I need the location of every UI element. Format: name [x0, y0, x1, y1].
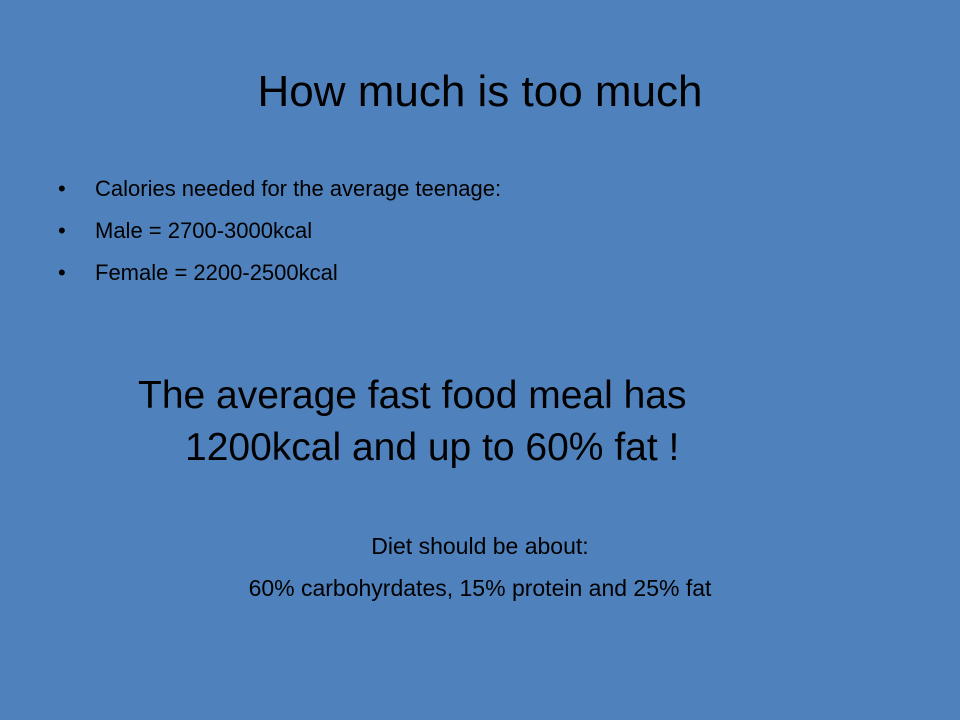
bullet-text: Female = 2200-2500kcal [95, 260, 338, 285]
bullet-text: Male = 2700-3000kcal [95, 218, 313, 243]
note-line: Diet should be about: [371, 533, 589, 559]
bullet-text: Calories needed for the average teenage: [95, 176, 502, 201]
bullet-dot: • [58, 218, 66, 243]
highlight-line: 1200kcal and up to 60% fat ! [185, 426, 680, 469]
slide-title: How much is too much [257, 67, 703, 116]
bullet-item: • Calories needed for the average teenage… [58, 178, 501, 200]
bullet-item: • Male = 2700-3000kcal [58, 220, 312, 242]
note-line: 60% carbohyrdates, 15% protein and 25% f… [248, 575, 712, 601]
highlight-line: The average fast food meal has [138, 374, 687, 417]
bullet-item: • Female = 2200-2500kcal [58, 262, 338, 284]
bullet-dot: • [58, 260, 66, 285]
bullet-dot: • [58, 176, 66, 201]
